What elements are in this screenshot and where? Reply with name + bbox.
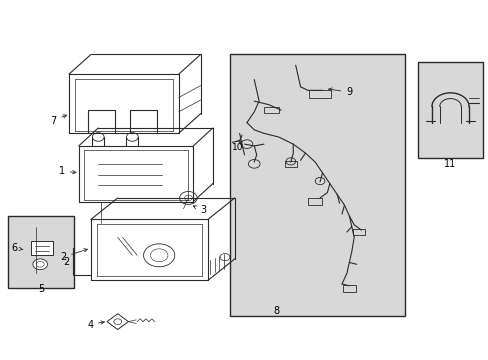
Bar [31, 241, 53, 255]
Circle shape [179, 192, 197, 204]
Text: 8: 8 [273, 306, 279, 316]
Text: 5: 5 [38, 284, 44, 294]
Bar [8, 216, 74, 288]
Bar [352, 229, 365, 235]
Text: 9: 9 [328, 87, 352, 97]
Text: 10: 10 [232, 143, 244, 152]
Text: 2: 2 [63, 257, 69, 267]
Text: 3: 3 [193, 206, 206, 216]
Bar [308, 90, 330, 98]
Circle shape [33, 259, 47, 270]
Text: 2: 2 [60, 249, 87, 262]
Text: 11: 11 [443, 159, 455, 169]
Bar [264, 107, 278, 113]
Polygon shape [107, 314, 128, 329]
Bar [342, 285, 355, 292]
Bar [229, 54, 405, 316]
Bar [284, 161, 296, 167]
Bar [417, 62, 483, 158]
Text: 6: 6 [11, 243, 23, 253]
Text: 4: 4 [88, 320, 94, 330]
Circle shape [92, 133, 104, 141]
Text: 7: 7 [50, 115, 66, 126]
Circle shape [126, 133, 138, 141]
Bar [308, 198, 322, 205]
Text: 1: 1 [59, 166, 76, 176]
